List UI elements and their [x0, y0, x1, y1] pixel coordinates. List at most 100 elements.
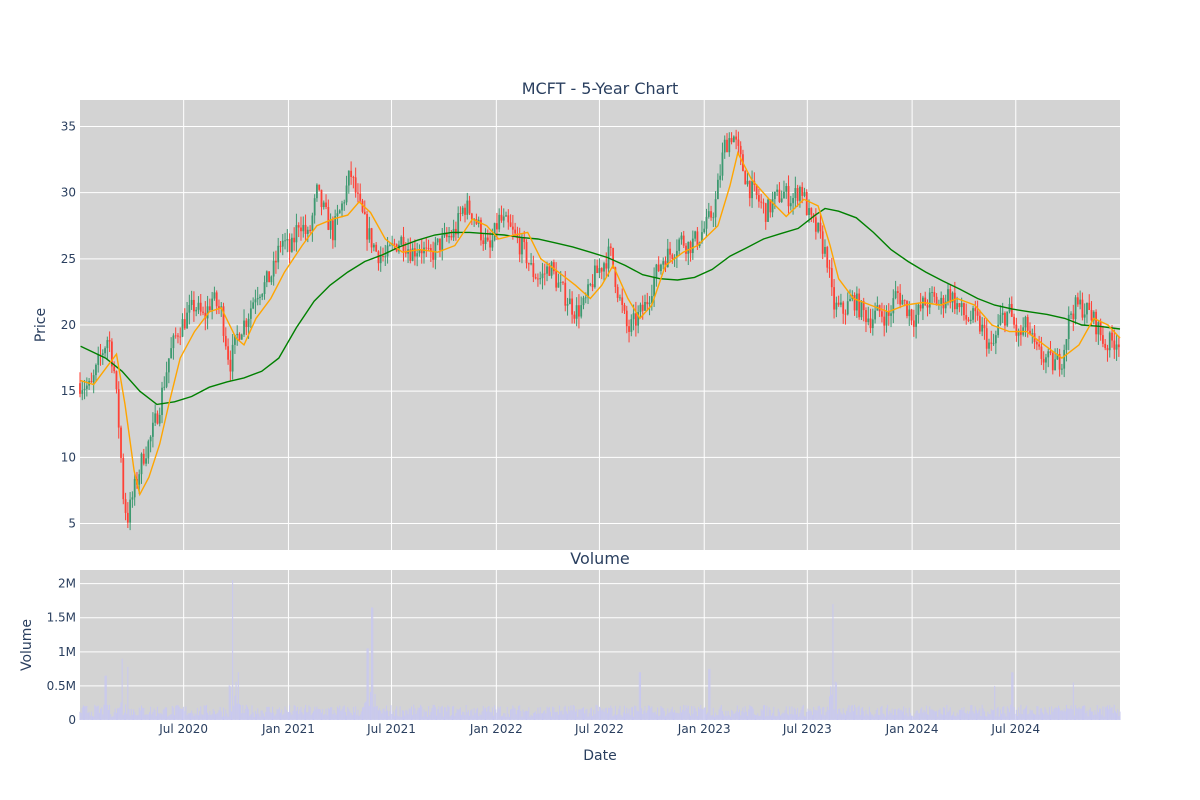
volume-bar — [536, 713, 538, 720]
candle-body — [664, 261, 667, 268]
volume-bar — [669, 711, 671, 720]
candle-body — [655, 264, 658, 278]
candle-body — [341, 203, 343, 211]
candle-body — [106, 340, 109, 349]
candle-body — [796, 188, 799, 201]
candle-body — [769, 199, 772, 213]
volume-bar — [1004, 713, 1006, 720]
volume-bar — [126, 713, 128, 720]
candle-body — [616, 286, 619, 298]
candle-body — [418, 249, 421, 254]
volume-bar — [1038, 714, 1040, 720]
volume-bar — [1046, 712, 1048, 720]
volume-bar — [862, 707, 864, 720]
volume-bar — [112, 716, 114, 720]
volume-bar — [170, 714, 172, 720]
volume-bar — [410, 706, 412, 720]
candle-body — [245, 320, 248, 328]
volume-bar — [1006, 706, 1008, 720]
volume-bar — [1016, 715, 1018, 720]
candle-body — [131, 497, 134, 500]
volume-bar — [382, 708, 384, 720]
volume-bar — [352, 706, 354, 720]
candle-body — [837, 302, 840, 305]
volume-bar — [152, 711, 154, 720]
volume-bar — [506, 706, 508, 720]
volume-bar — [643, 710, 645, 720]
volume-bar — [357, 709, 359, 720]
volume-bar — [1114, 711, 1116, 720]
volume-bar — [798, 716, 800, 720]
candle-body — [441, 235, 444, 251]
volume-bar — [947, 712, 949, 720]
candle-body — [1115, 344, 1118, 350]
candle-body — [1104, 343, 1107, 349]
volume-bar — [659, 715, 661, 720]
candle-body — [156, 413, 159, 424]
volume-bar — [393, 716, 395, 720]
candle-body — [808, 208, 810, 216]
volume-bar — [618, 708, 620, 720]
candle-body — [149, 436, 152, 442]
volume-bar — [554, 712, 556, 720]
volume-bar — [505, 716, 507, 720]
candle-body — [550, 262, 553, 276]
volume-bar — [1028, 713, 1030, 720]
volume-bar — [712, 707, 714, 720]
volume-bar — [973, 713, 975, 720]
volume-bar — [914, 713, 916, 720]
volume-bar — [938, 710, 940, 720]
volume-bar — [854, 704, 856, 720]
volume-bar — [557, 714, 559, 720]
volume-bar — [368, 705, 370, 720]
volume-bar — [1059, 707, 1061, 720]
candle-body — [653, 277, 656, 297]
volume-bar — [521, 716, 523, 720]
candle-body — [605, 263, 608, 269]
volume-bar — [658, 715, 660, 720]
volume-bar — [317, 708, 319, 720]
volume-bar — [150, 706, 152, 720]
candle-body — [188, 304, 191, 313]
volume-bar — [676, 712, 678, 720]
volume-bar — [809, 709, 811, 720]
volume-bar — [307, 712, 309, 720]
candle-body — [867, 318, 870, 323]
candle-body — [844, 313, 847, 315]
volume-bar — [1012, 672, 1014, 720]
volume-bar — [371, 607, 373, 720]
volume-bar — [260, 710, 262, 720]
volume-bar — [246, 706, 248, 720]
volume-bar — [551, 716, 553, 720]
candle-body — [500, 214, 503, 221]
volume-bar — [990, 709, 992, 720]
volume-bar — [322, 708, 324, 720]
volume-bar — [146, 714, 148, 720]
candle-body — [486, 237, 489, 241]
volume-bar — [700, 704, 702, 720]
volume-bar — [79, 711, 81, 720]
volume-bar — [937, 716, 939, 720]
volume-bar — [293, 705, 295, 720]
candle-body — [270, 276, 273, 283]
candle-body — [559, 281, 562, 283]
volume-bar — [893, 709, 895, 720]
volume-bar — [451, 706, 453, 720]
volume-bar — [172, 707, 174, 720]
candle-body — [256, 297, 259, 300]
volume-bar — [948, 710, 950, 720]
volume-bar — [1061, 710, 1063, 720]
volume-bar — [243, 713, 245, 720]
volume-bar — [211, 713, 213, 720]
volume-bar — [747, 715, 749, 720]
candle-body — [398, 244, 400, 252]
volume-bar — [603, 711, 605, 720]
price-grid — [80, 100, 1120, 550]
volume-bar — [993, 709, 995, 720]
volume-bar — [487, 707, 489, 720]
candle-body — [896, 291, 899, 293]
volume-bar — [737, 712, 739, 720]
volume-bar — [731, 709, 733, 720]
candle-body — [297, 225, 300, 228]
volume-bar — [93, 716, 95, 720]
